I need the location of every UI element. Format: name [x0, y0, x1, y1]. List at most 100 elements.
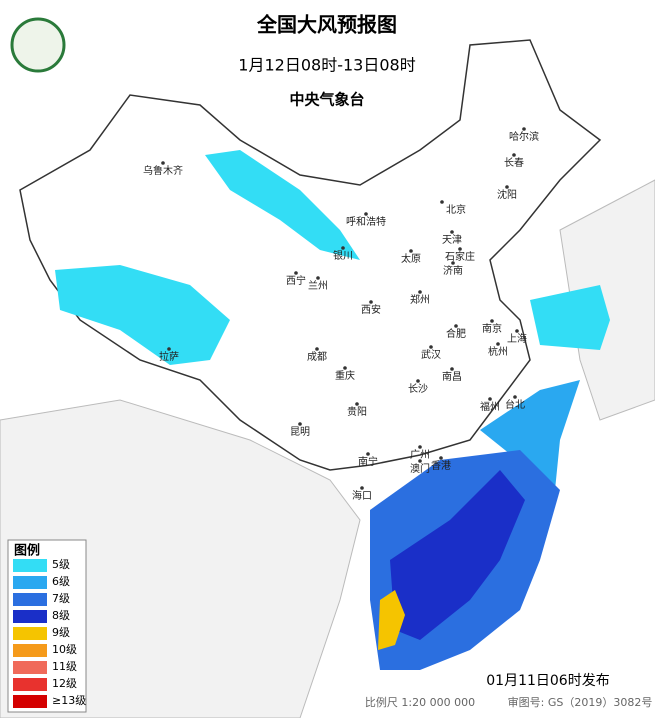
city-marker	[454, 324, 458, 328]
city-marker	[505, 185, 509, 189]
legend-swatch	[13, 644, 47, 657]
city-label: 长沙	[408, 383, 428, 395]
city-label: 太原	[401, 252, 421, 265]
city-label: 南昌	[442, 370, 462, 383]
city-marker	[488, 397, 492, 401]
wind-area-6	[480, 380, 580, 490]
city-marker	[316, 276, 320, 280]
title: 全国大风预报图	[256, 13, 397, 37]
city-label: 长春	[504, 157, 524, 169]
city-marker	[515, 329, 519, 333]
city-label: 北京	[446, 203, 466, 216]
city-marker	[450, 230, 454, 234]
city-marker	[315, 347, 319, 351]
city-marker	[451, 261, 455, 265]
city-label: 香港	[431, 460, 451, 472]
city-label: 乌鲁木齐	[143, 164, 183, 177]
city-label: 银川	[333, 249, 353, 262]
city-label: 台北	[505, 398, 525, 411]
city-marker	[439, 456, 443, 460]
city-marker	[360, 486, 364, 490]
legend-label: 5级	[52, 558, 70, 571]
legend-label: ≥13级	[52, 694, 86, 707]
city-label: 合肥	[446, 327, 466, 340]
legend-swatch	[13, 661, 47, 674]
city-label: 澳门	[410, 462, 430, 475]
city-label: 上海	[507, 332, 527, 345]
city-label: 西宁	[286, 274, 306, 287]
city-label: 兰州	[308, 279, 328, 292]
period: 1月12日08时-13日08时	[238, 56, 415, 75]
city-marker	[429, 345, 433, 349]
city-marker	[512, 153, 516, 157]
city-label: 重庆	[335, 369, 355, 382]
city-marker	[522, 127, 526, 131]
neighbor-land	[0, 399, 361, 718]
legend-swatch	[13, 559, 47, 572]
city-label: 济南	[443, 264, 463, 277]
city-label: 福州	[480, 400, 500, 413]
city-marker	[513, 395, 517, 399]
city-label: 昆明	[290, 426, 310, 438]
legend-label: 9级	[52, 626, 70, 639]
published: 01月11日06时发布	[486, 673, 609, 689]
wind-area-5	[55, 265, 230, 365]
legend: 图例 5级 6级 7级 8级 9级 10级 11级 12级 ≥13级	[7, 539, 87, 713]
city-label: 成都	[307, 351, 327, 363]
city-marker	[341, 246, 345, 250]
legend-swatch	[13, 678, 47, 691]
city-label: 石家庄	[445, 250, 475, 263]
country-outline	[19, 39, 602, 471]
city-label: 呼和浩特	[346, 216, 386, 228]
legend-swatch	[13, 627, 47, 640]
city-marker	[450, 367, 454, 371]
legend-swatch	[13, 593, 47, 606]
legend-swatch	[13, 695, 47, 708]
legend-label: 11级	[52, 660, 77, 673]
city-marker	[366, 452, 370, 456]
city-marker	[418, 445, 422, 449]
city-marker	[355, 402, 359, 406]
city-label: 哈尔滨	[509, 130, 539, 143]
city-label: 广州	[410, 449, 430, 461]
city-label: 拉萨	[159, 350, 179, 363]
city-label: 武汉	[421, 348, 441, 361]
city-label: 南京	[482, 322, 502, 335]
city-label: 贵阳	[347, 405, 367, 418]
city-label: 天津	[442, 234, 462, 246]
city-marker	[458, 247, 462, 251]
city-marker	[369, 300, 373, 304]
city-label: 西安	[361, 303, 381, 316]
wind-area-8	[390, 470, 525, 640]
city-marker	[167, 347, 171, 351]
city-marker	[496, 342, 500, 346]
legend-label: 7级	[52, 592, 70, 605]
city-marker	[416, 379, 420, 383]
city-marker	[298, 422, 302, 426]
scale: 比例尺 1:20 000 000	[365, 695, 475, 709]
logo	[10, 17, 66, 73]
city-marker	[294, 271, 298, 275]
city-label: 沈阳	[497, 188, 517, 201]
wind-area-5	[205, 150, 360, 260]
city-label: 郑州	[410, 293, 430, 306]
city-marker	[161, 161, 165, 165]
legend-swatch	[13, 576, 47, 589]
legend-swatch	[13, 610, 47, 623]
city-label: 杭州	[488, 345, 508, 358]
legend-label: 12级	[52, 677, 77, 690]
city-marker	[343, 366, 347, 370]
city-marker	[409, 249, 413, 253]
legend-label: 10级	[52, 643, 77, 656]
city-marker	[440, 200, 444, 204]
legend-label: 6级	[52, 575, 70, 588]
wind-area-5	[530, 285, 610, 350]
city-marker	[418, 290, 422, 294]
city-label: 海口	[352, 489, 372, 502]
city-marker	[490, 319, 494, 323]
city-marker	[418, 459, 422, 463]
legend-label: 8级	[52, 609, 70, 622]
city-label: 南宁	[358, 455, 378, 468]
legend-title: 图例	[14, 543, 40, 559]
